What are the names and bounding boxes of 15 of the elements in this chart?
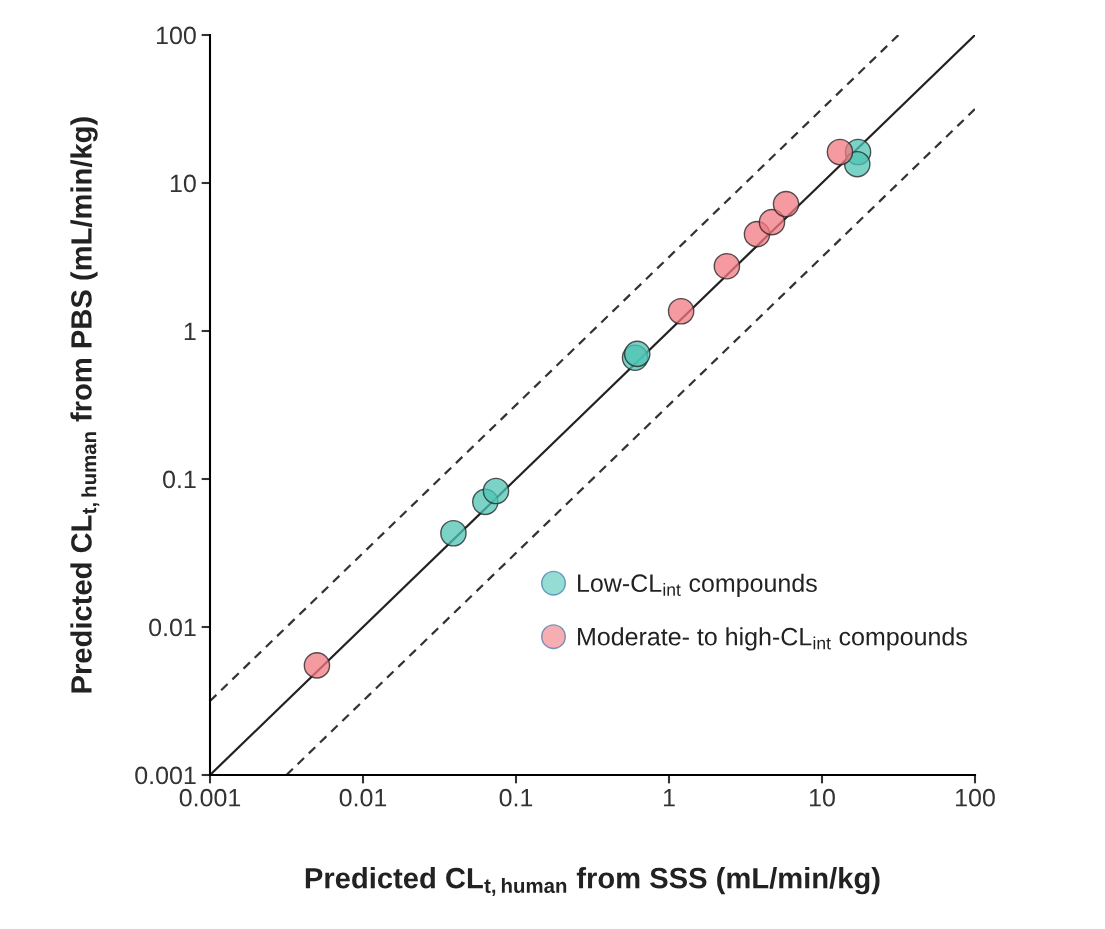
- x-tick-label: 0.1: [499, 788, 533, 807]
- x-axis-title: Predicted CL$_{t,human}$ from SSS (mL/min/kg): [305, 867, 880, 896]
- legend-label: Low-CL$_{int}$ compounds: [578, 573, 817, 597]
- y-tick-label: 1: [184, 322, 196, 341]
- y-tick-label: 0.1: [163, 470, 196, 489]
- legend-label: Moderate- to high-CL$_{int}$ compounds: [578, 627, 967, 651]
- y-axis-title: Predicted CL$_{t,human}$ from PBS (mL/min/kg): [70, 117, 100, 693]
- x-tick-label: 100: [956, 788, 995, 807]
- x-tick-label: 1: [663, 789, 675, 807]
- y-tick-label: 100: [157, 26, 196, 45]
- x-tick-label: 0.01: [339, 788, 387, 807]
- y-tick-label: 0.01: [149, 618, 196, 637]
- x-tick-label: 10: [810, 788, 835, 807]
- y-tick-label: 0.001: [135, 766, 196, 785]
- y-tick-label: 10: [170, 174, 196, 193]
